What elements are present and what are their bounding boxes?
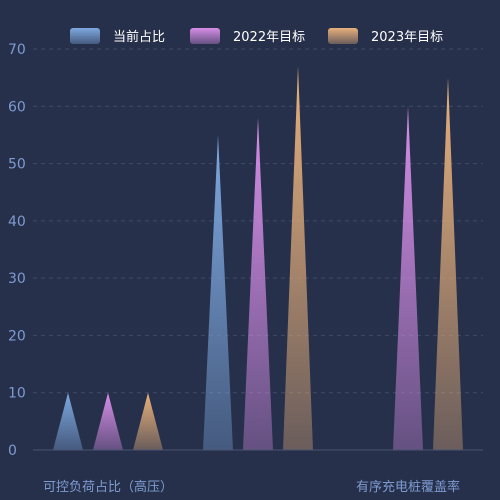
x-axis: 可控负荷占比（高压） 有序充电桩覆盖率 <box>33 449 483 495</box>
bar-0-1[interactable] <box>203 134 233 450</box>
y-tick-label: 20 <box>8 328 26 344</box>
legend-label: 2022年目标 <box>233 30 305 45</box>
y-tick-label: 10 <box>8 386 26 402</box>
legend-swatch <box>190 28 220 44</box>
x-category-label: 可控负荷占比（高压） <box>43 479 173 495</box>
legend-item[interactable]: 2023年目标 <box>328 28 443 45</box>
bar-2-2[interactable] <box>433 77 463 451</box>
legend-item[interactable]: 当前占比 <box>70 28 165 45</box>
bar-0-0[interactable] <box>53 392 83 450</box>
bar-1-0[interactable] <box>93 392 123 450</box>
y-tick-label: 40 <box>8 214 26 230</box>
legend-label: 2023年目标 <box>371 30 443 45</box>
y-tick-label: 60 <box>8 99 26 115</box>
x-category-label: 有序充电桩覆盖率 <box>356 479 460 495</box>
legend[interactable]: 当前占比 2022年目标 2023年目标 <box>70 28 443 45</box>
bar-1-2[interactable] <box>393 106 423 451</box>
bar-layer <box>53 66 463 451</box>
y-tick-label: 30 <box>8 271 26 287</box>
bar-1-1[interactable] <box>243 117 273 450</box>
bar-2-0[interactable] <box>133 392 163 450</box>
legend-item[interactable]: 2022年目标 <box>190 28 305 45</box>
y-tick-label: 0 <box>8 443 17 459</box>
bar-2-1[interactable] <box>283 66 313 450</box>
y-tick-label: 50 <box>8 157 26 173</box>
legend-swatch <box>70 28 100 44</box>
y-axis: 0 10 20 30 40 50 60 70 <box>8 42 26 459</box>
legend-swatch <box>328 28 358 44</box>
y-tick-label: 70 <box>8 42 26 58</box>
legend-label: 当前占比 <box>113 29 165 45</box>
